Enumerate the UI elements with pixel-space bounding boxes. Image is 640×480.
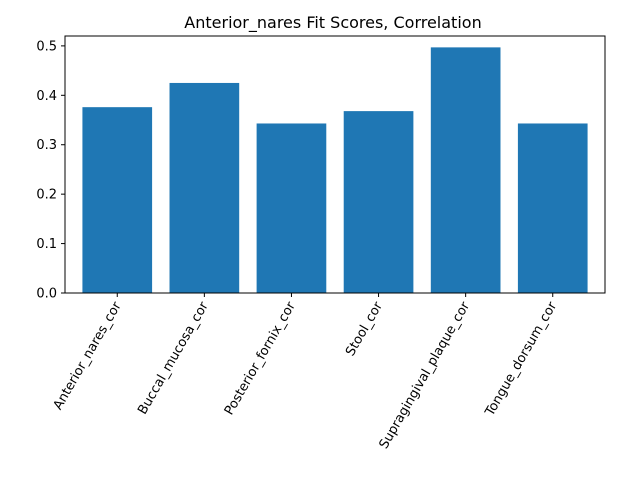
x-tick-label: Tongue_dorsum_cor — [482, 299, 560, 420]
x-tick-label: Buccal_mucosa_cor — [135, 299, 212, 417]
bar-stool-cor — [343, 111, 414, 294]
y-tick-label: 0.5 — [36, 39, 57, 54]
bar-buccal-mucosa-cor — [169, 82, 240, 293]
chart-title: Anterior_nares Fit Scores, Correlation — [184, 13, 481, 33]
bar-posterior-fornix-cor — [256, 123, 327, 293]
y-tick-label: 0.0 — [36, 287, 57, 302]
y-axis: 0.0 0.1 0.2 0.3 0.4 0.5 — [36, 39, 65, 302]
bar-supragingival-plaque-cor — [430, 47, 501, 294]
x-axis: Anterior_nares_cor Buccal_mucosa_cor Poste… — [51, 293, 561, 452]
plot-frame — [64, 35, 606, 294]
bar-tongue-dorsum-cor — [517, 123, 588, 293]
y-tick-label: 0.3 — [36, 138, 57, 153]
bar-anterior-nares-cor — [82, 107, 153, 293]
x-tick-label: Stool_cor — [343, 299, 386, 359]
y-tick-label: 0.2 — [36, 188, 57, 203]
x-tick-label: Supragingival_plaque_cor — [377, 299, 474, 452]
y-tick-label: 0.1 — [36, 237, 57, 252]
bars-group — [82, 47, 588, 294]
x-tick-label: Anterior_nares_cor — [51, 299, 125, 413]
y-tick-label: 0.4 — [36, 89, 57, 104]
x-tick-label: Posterior_fornix_cor — [222, 299, 299, 418]
